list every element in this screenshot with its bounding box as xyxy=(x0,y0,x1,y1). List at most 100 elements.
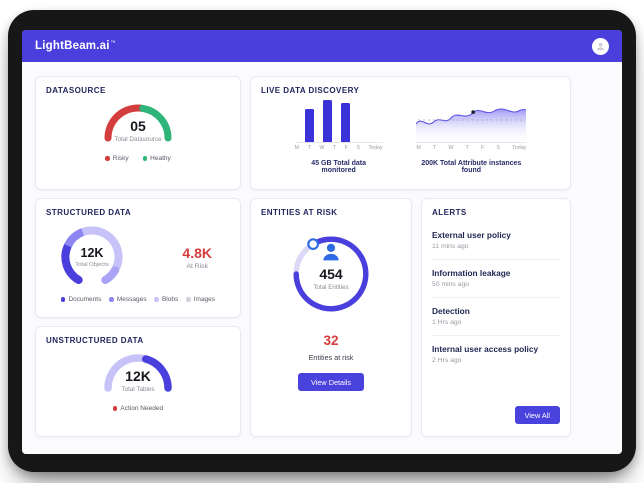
entities-risk-label: Entities at risk xyxy=(308,353,354,362)
structured-risk-value: 4.8K xyxy=(182,244,212,261)
progress-marker-icon xyxy=(307,238,320,251)
user-avatar[interactable] xyxy=(592,37,609,55)
structured-gauge-text: 12K Total Objects xyxy=(54,219,130,295)
legend-item-messages: Messages xyxy=(109,296,146,303)
alerts-list: External user policy 11 mins ago Informa… xyxy=(432,222,560,406)
bar-chart-bars xyxy=(295,100,383,142)
area-chart-caption: 200K Total Attribute instances found xyxy=(421,160,522,174)
x-axis-label: T xyxy=(432,145,437,151)
app-window: LightBeam.ai™ DATASOURCE xyxy=(22,30,622,454)
legend-label: Heathy xyxy=(150,155,171,162)
live-data-charts: M T W T F S Today 45 GB Total data monitored xyxy=(261,100,560,174)
alert-time: 2 Hrs ago xyxy=(432,357,462,364)
legend-item-documents: Documents xyxy=(60,296,102,303)
bar xyxy=(322,100,332,142)
structured-value: 12K xyxy=(80,246,104,260)
bar-chart-xaxis: M T W T F S Today xyxy=(294,142,383,151)
structured-gauge-arc xyxy=(61,226,123,285)
x-axis-label: T xyxy=(465,145,469,151)
structured-data-card: STRUCTURED DATA 12K Total Objec xyxy=(35,198,241,318)
x-axis-label: M xyxy=(294,145,300,151)
entities-title: ENTITIES AT RISK xyxy=(261,208,338,217)
structured-label: Total Objects xyxy=(75,262,109,268)
entities-gauge: 454 Total Entities xyxy=(283,226,379,322)
datasource-label: Total Datasource xyxy=(114,136,162,143)
legend-label: Blobs xyxy=(161,296,179,303)
brand-trademark: ™ xyxy=(110,40,116,47)
action-needed-dot-icon xyxy=(112,406,118,411)
view-details-button[interactable]: View Details xyxy=(297,373,364,391)
dashboard-content: DATASOURCE 05 Total Datasource Risky xyxy=(22,62,622,454)
datasource-title: DATASOURCE xyxy=(46,86,106,95)
unstructured-value: 12K xyxy=(125,368,151,384)
alert-item[interactable]: Internal user access policy 2 Hrs ago xyxy=(432,336,560,373)
bar-chart-caption: 45 GB Total data monitored xyxy=(311,160,367,174)
area-chart-xaxis: M T W T F S Today xyxy=(416,142,527,151)
x-axis-label: T xyxy=(332,145,337,151)
legend-label: Documents xyxy=(68,296,102,303)
structured-legend: Documents Messages Blobs Images xyxy=(46,296,230,303)
alert-time: 50 mins ago xyxy=(432,281,470,288)
structured-risk: 4.8K At Risk xyxy=(182,245,212,270)
legend-label: Action Needed xyxy=(120,405,164,412)
x-axis-label: Today xyxy=(512,145,527,151)
alerts-title: ALERTS xyxy=(432,208,467,217)
live-data-title: LIVE DATA DISCOVERY xyxy=(261,86,360,95)
unstructured-data-card: UNSTRUCTURED DATA 12K Total Tables Actio… xyxy=(35,326,241,437)
unstructured-gauge-arc xyxy=(104,354,172,392)
alert-item[interactable]: Detection 1 Hrs ago xyxy=(432,298,560,336)
x-axis-label: S xyxy=(356,145,360,151)
entities-label: Total Entities xyxy=(313,284,349,291)
structured-gauge: 12K Total Objects xyxy=(54,219,130,295)
bar xyxy=(304,109,314,142)
x-axis-label: F xyxy=(344,145,348,151)
entities-gauge-ring xyxy=(293,236,369,312)
alert-time: 1 Hrs ago xyxy=(432,319,462,326)
brand-text: LightBeam.ai xyxy=(35,40,110,52)
legend-item-action-needed: Action Needed xyxy=(112,405,164,412)
alerts-card: ALERTS External user policy 11 mins ago … xyxy=(421,198,571,437)
alert-title: Detection xyxy=(432,306,470,316)
unstructured-gauge: 12K Total Tables xyxy=(88,348,188,402)
user-icon xyxy=(596,42,605,50)
entities-at-risk-card: ENTITIES AT RISK 454 xyxy=(250,198,412,437)
legend-label: Risky xyxy=(112,155,129,162)
structured-title: STRUCTURED DATA xyxy=(46,208,132,217)
x-axis-label: M xyxy=(416,145,421,151)
unstructured-title: UNSTRUCTURED DATA xyxy=(46,336,144,345)
person-icon xyxy=(323,243,339,261)
healthy-dot-icon xyxy=(142,156,148,161)
unstructured-legend: Action Needed xyxy=(46,405,230,412)
x-axis-label: W xyxy=(448,145,454,151)
entities-value: 454 xyxy=(319,266,343,282)
legend-item-blobs: Blobs xyxy=(154,296,178,303)
alert-item[interactable]: Information leakage 50 mins ago xyxy=(432,260,560,298)
entities-gauge-text: 454 Total Entities xyxy=(283,266,379,291)
brand-logo[interactable]: LightBeam.ai™ xyxy=(35,40,116,52)
legend-label: Messages xyxy=(116,296,147,303)
area-chart: M T W T F S Today 200K Total Attribute instanc… xyxy=(416,100,527,174)
legend-item-images: Images xyxy=(186,296,215,303)
datasource-gauge-arc xyxy=(104,104,172,142)
messages-dot-icon xyxy=(109,297,114,302)
alert-item[interactable]: External user policy 11 mins ago xyxy=(432,222,560,260)
x-axis-label: S xyxy=(496,145,500,151)
unstructured-gauge-text: 12K Total Tables xyxy=(88,368,188,393)
data-point-marker xyxy=(471,110,476,114)
datasource-gauge: 05 Total Datasource xyxy=(88,98,188,152)
unstructured-label: Total Tables xyxy=(121,386,155,393)
entities-risk-value: 32 xyxy=(323,333,339,348)
live-data-discovery-card: LIVE DATA DISCOVERY M T W T F S Today 45 GB To… xyxy=(250,76,571,190)
alert-time: 11 mins ago xyxy=(432,243,469,250)
area-chart-plot xyxy=(416,108,527,142)
x-axis-label: W xyxy=(319,145,325,151)
view-all-button[interactable]: View All xyxy=(514,406,560,424)
alert-title: Information leakage xyxy=(432,268,511,278)
alert-title: External user policy xyxy=(432,230,511,240)
structured-risk-label: At Risk xyxy=(186,262,208,270)
legend-item-healthy: Heathy xyxy=(142,155,171,162)
datasource-value: 05 xyxy=(130,118,146,134)
x-axis-label: Today xyxy=(368,145,383,151)
datasource-gauge-text: 05 Total Datasource xyxy=(88,118,188,143)
